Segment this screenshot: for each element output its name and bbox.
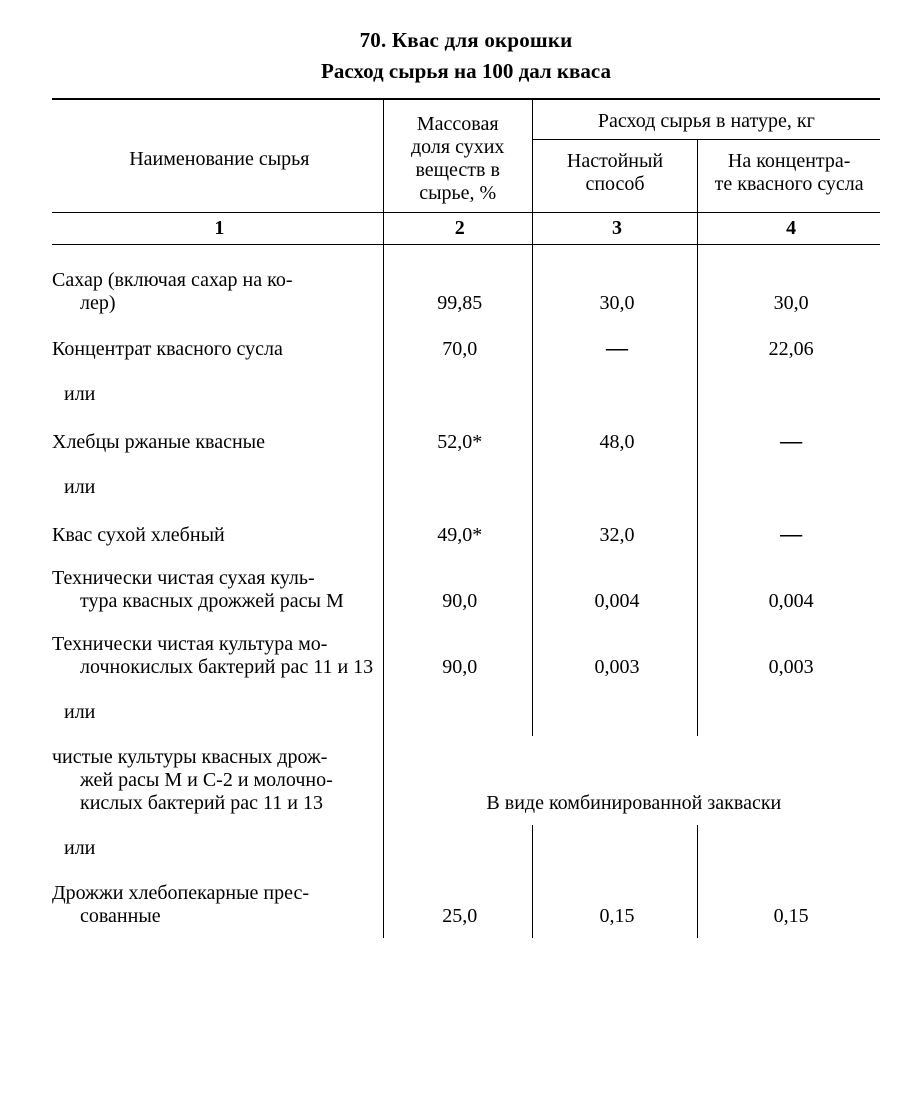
- separator-or: или: [52, 689, 880, 736]
- colnum-2: 2: [383, 213, 532, 245]
- ingredient-name: Сахар (включая сахар на ко- лер): [52, 259, 383, 325]
- table-row: Концентрат квасного сусла70,0—22,06: [52, 325, 880, 371]
- table-row: Технически чистая культура мо- лочнокисл…: [52, 623, 880, 689]
- ingredients-table: Наименование сырья Массовая доля сухих в…: [52, 98, 880, 938]
- cell-dry-mass: 25,0: [383, 872, 532, 938]
- table-row: Сахар (включая сахар на ко- лер)99,8530,…: [52, 259, 880, 325]
- table-body: Сахар (включая сахар на ко- лер)99,8530,…: [52, 259, 880, 938]
- cell-infusion: 0,004: [532, 557, 698, 623]
- cell-concentrate: —: [698, 511, 880, 557]
- cell-infusion: —: [532, 325, 698, 371]
- separator-or: или: [52, 825, 880, 872]
- cell-infusion: 0,15: [532, 872, 698, 938]
- colnum-4: 4: [698, 213, 880, 245]
- header-row-group: Наименование сырья Массовая доля сухих в…: [52, 106, 880, 140]
- cell-concentrate: 30,0: [698, 259, 880, 325]
- table-row: Хлебцы ржаные квасные52,0*48,0—: [52, 418, 880, 464]
- or-label: или: [52, 371, 383, 418]
- separator-or: или: [52, 464, 880, 511]
- table-row: Технически чистая сухая куль- тура квасн…: [52, 557, 880, 623]
- ingredient-name: Концентрат квасного сусла: [52, 325, 383, 371]
- merged-note: В виде комбинированной закваски: [383, 736, 880, 825]
- column-number-row: 1 2 3 4: [52, 213, 880, 245]
- ingredient-name: Квас сухой хлебный: [52, 511, 383, 557]
- ingredient-name: чистые культуры квасных дрож- жей расы М…: [52, 736, 383, 825]
- separator-or: или: [52, 371, 880, 418]
- cell-dry-mass: 90,0: [383, 623, 532, 689]
- page: 70. Квас для окрошки Расход сырья на 100…: [0, 0, 916, 978]
- cell-dry-mass: 49,0*: [383, 511, 532, 557]
- ingredient-name: Технически чистая культура мо- лочнокисл…: [52, 623, 383, 689]
- colnum-1: 1: [52, 213, 383, 245]
- cell-infusion: 30,0: [532, 259, 698, 325]
- cell-dry-mass: 70,0: [383, 325, 532, 371]
- cell-concentrate: 0,003: [698, 623, 880, 689]
- header-col1: Наименование сырья: [52, 106, 383, 213]
- or-label: или: [52, 689, 383, 736]
- cell-infusion: 32,0: [532, 511, 698, 557]
- cell-concentrate: —: [698, 418, 880, 464]
- or-label: или: [52, 825, 383, 872]
- cell-concentrate: 0,15: [698, 872, 880, 938]
- header-col3: Настойный способ: [532, 140, 698, 207]
- header-col4: На концентра- те квасного сусла: [698, 140, 880, 207]
- table-title: 70. Квас для окрошки: [52, 28, 880, 53]
- cell-dry-mass: 99,85: [383, 259, 532, 325]
- cell-dry-mass: 90,0: [383, 557, 532, 623]
- cell-infusion: 48,0: [532, 418, 698, 464]
- ingredient-name: Хлебцы ржаные квасные: [52, 418, 383, 464]
- ingredient-name: Технически чистая сухая куль- тура квасн…: [52, 557, 383, 623]
- cell-dry-mass: 52,0*: [383, 418, 532, 464]
- header-group-34: Расход сырья в натуре, кг: [532, 106, 880, 140]
- table-row: Квас сухой хлебный49,0*32,0—: [52, 511, 880, 557]
- table-row-merged: чистые культуры квасных дрож- жей расы М…: [52, 736, 880, 825]
- table-row: Дрожжи хлебопекарные прес- сованные25,00…: [52, 872, 880, 938]
- cell-concentrate: 22,06: [698, 325, 880, 371]
- table-subtitle: Расход сырья на 100 дал кваса: [52, 59, 880, 84]
- or-label: или: [52, 464, 383, 511]
- cell-concentrate: 0,004: [698, 557, 880, 623]
- colnum-3: 3: [532, 213, 698, 245]
- header-col2: Массовая доля сухих веществ в сырье, %: [383, 106, 532, 213]
- cell-infusion: 0,003: [532, 623, 698, 689]
- ingredient-name: Дрожжи хлебопекарные прес- сованные: [52, 872, 383, 938]
